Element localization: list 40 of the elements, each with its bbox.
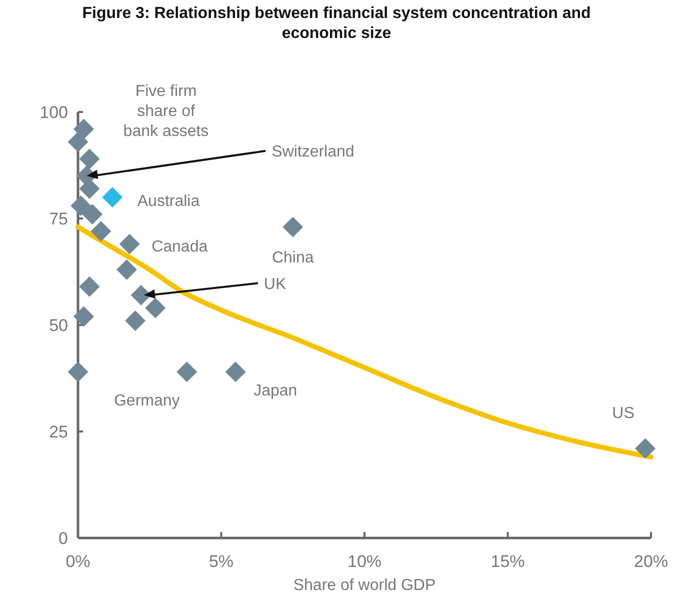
x-tick-label: 0% bbox=[66, 552, 90, 571]
point bbox=[82, 204, 103, 224]
chart-title: Figure 3: Relationship between financial system concentration and economic size bbox=[82, 5, 591, 42]
y-tick-label: 50 bbox=[49, 316, 68, 335]
x-axis-title: Share of world GDP bbox=[293, 577, 436, 594]
point bbox=[145, 298, 166, 318]
point bbox=[102, 186, 123, 208]
annotation: Canada bbox=[152, 238, 208, 256]
annotation: UK bbox=[264, 276, 286, 293]
x-tick-label: 5% bbox=[208, 552, 234, 571]
annotation: Germany bbox=[114, 392, 180, 410]
point bbox=[68, 132, 88, 152]
y-tick-label: 100 bbox=[40, 102, 68, 122]
y-tick-label: 75 bbox=[49, 209, 68, 228]
point bbox=[130, 284, 152, 306]
x-tick-label: 15% bbox=[490, 552, 525, 571]
x-tick-label: 20% bbox=[634, 552, 668, 571]
point bbox=[282, 216, 304, 238]
point bbox=[635, 438, 656, 459]
y-tick-label: 25 bbox=[49, 422, 68, 442]
y-tick-label: 0 bbox=[58, 528, 68, 548]
annotation: Japan bbox=[254, 382, 298, 400]
point bbox=[125, 310, 146, 331]
annotation: US bbox=[612, 405, 634, 422]
annotation: China bbox=[272, 250, 314, 267]
point bbox=[68, 362, 88, 382]
point bbox=[90, 221, 112, 242]
x-tick-label: 10% bbox=[347, 552, 382, 571]
point bbox=[79, 276, 100, 297]
point bbox=[79, 148, 100, 170]
point bbox=[119, 234, 140, 254]
point bbox=[176, 362, 198, 382]
annotation: Switzerland bbox=[272, 144, 354, 160]
annotation: Australia bbox=[137, 192, 200, 210]
point bbox=[116, 259, 137, 280]
point bbox=[225, 362, 246, 382]
point bbox=[73, 306, 94, 327]
y-axis-title: Five firm share of bank assets bbox=[123, 83, 209, 140]
point bbox=[73, 118, 94, 140]
point bbox=[70, 195, 92, 216]
